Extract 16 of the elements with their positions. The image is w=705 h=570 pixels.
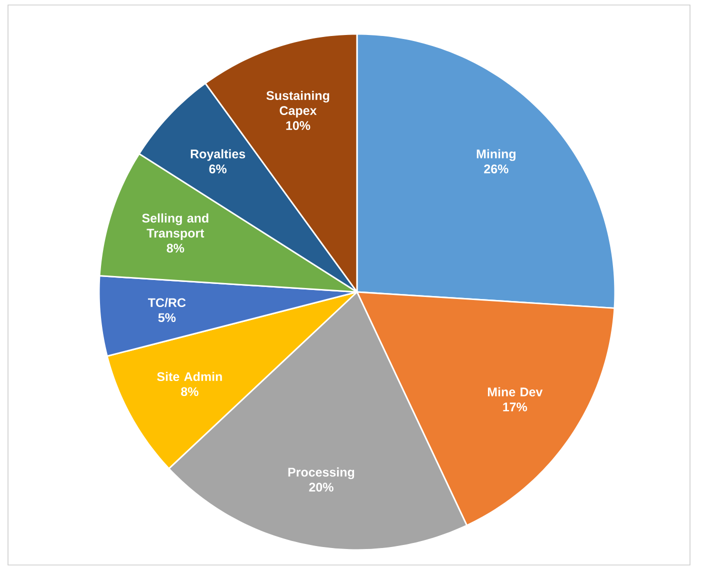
slice-label: Mine Dev (488, 387, 543, 396)
slice-label: Processing (288, 467, 354, 480)
data-label: 26% (484, 164, 508, 174)
data-label: 20% (309, 482, 334, 492)
slice-label: Site Admin (157, 372, 222, 382)
data-label: 6% (209, 164, 227, 174)
data-label: 10% (286, 121, 310, 130)
data-label: 8% (181, 387, 198, 396)
data-label: 17% (503, 402, 528, 412)
slice-label: Sustaining Capex (266, 90, 330, 118)
data-label: 8% (166, 244, 184, 253)
slice-label: Selling and Transport (142, 213, 208, 240)
data-label: 5% (158, 313, 176, 322)
slice-label: Royalties (190, 149, 246, 161)
slice-label: Mining (476, 149, 516, 161)
slice-label: TC/RC (148, 298, 186, 308)
